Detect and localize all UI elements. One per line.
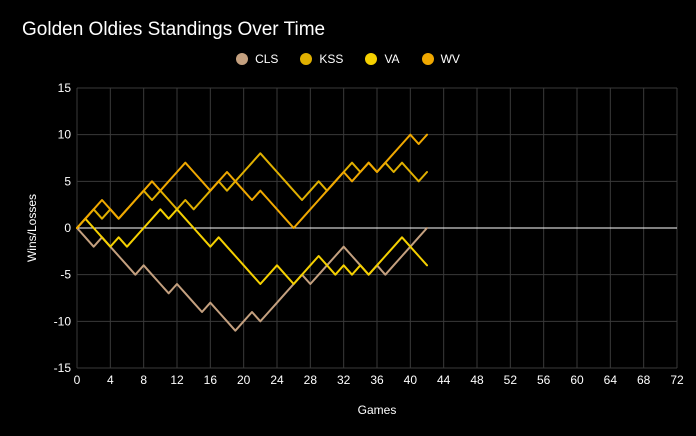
x-tick-label: 40 <box>404 373 418 387</box>
series-line-wv[interactable] <box>76 133 428 229</box>
y-tick-label: -10 <box>54 314 72 328</box>
series-layer <box>76 133 428 332</box>
x-tick-label: 44 <box>437 373 451 387</box>
legend-item-wv[interactable]: WV <box>421 52 460 66</box>
series-line-va[interactable] <box>76 208 428 285</box>
y-tick-label: -15 <box>54 361 72 375</box>
legend-label-wv: WV <box>440 52 460 66</box>
legend-item-cls[interactable]: CLS <box>236 52 278 66</box>
y-tick-label: 0 <box>64 221 71 235</box>
x-tick-label: 12 <box>170 373 184 387</box>
x-tick-label: 24 <box>270 373 284 387</box>
x-tick-label: 8 <box>140 373 147 387</box>
legend-swatch-wv <box>421 53 434 65</box>
x-tick-label: 64 <box>604 373 618 387</box>
x-tick-label: 68 <box>637 373 651 387</box>
grid <box>76 87 678 369</box>
x-tick-label: 56 <box>537 373 551 387</box>
x-tick-label: 28 <box>304 373 318 387</box>
x-axis-label: Games <box>358 403 397 417</box>
x-tick-label: 60 <box>570 373 584 387</box>
x-tick-label: 16 <box>204 373 218 387</box>
y-tick-label: 15 <box>58 81 72 95</box>
legend: CLS KSS VA WV <box>0 52 696 66</box>
legend-item-kss[interactable]: KSS <box>300 52 343 66</box>
legend-label-kss: KSS <box>319 52 344 66</box>
x-tick-label: 0 <box>74 373 81 387</box>
legend-item-va[interactable]: VA <box>365 52 400 66</box>
legend-swatch-kss <box>300 53 313 65</box>
legend-swatch-va <box>365 53 378 65</box>
chart-title: Golden Oldies Standings Over Time <box>22 19 326 40</box>
x-tick-label: 36 <box>370 373 384 387</box>
y-tick-label: 5 <box>64 174 71 188</box>
series-line-kss[interactable] <box>76 152 428 229</box>
y-tick-labels: 15 10 5 0 -5 -10 -15 <box>54 81 72 375</box>
x-tick-label: 52 <box>504 373 518 387</box>
legend-label-cls: CLS <box>255 52 279 66</box>
legend-label-va: VA <box>384 52 400 66</box>
x-tick-label: 72 <box>670 373 684 387</box>
y-tick-label: -5 <box>60 268 71 282</box>
y-tick-label: 10 <box>58 128 72 142</box>
x-tick-label: 48 <box>470 373 484 387</box>
x-tick-label: 4 <box>107 373 114 387</box>
x-tick-label: 20 <box>237 373 251 387</box>
legend-swatch-cls <box>236 53 249 65</box>
y-axis-label: Wins/Losses <box>25 194 39 262</box>
x-tick-label: 32 <box>337 373 351 387</box>
x-tick-labels: 0 4 8 12 16 20 24 28 32 36 40 44 48 52 56 60 64 68 72 <box>74 373 684 387</box>
